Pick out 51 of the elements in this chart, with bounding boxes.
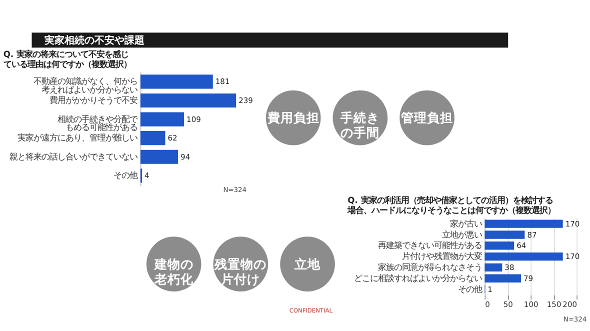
y-tick-label: 再建築できない可能性がある xyxy=(378,240,482,250)
y-tick-label: その他 xyxy=(458,284,482,294)
x-tick-label: 50 xyxy=(503,300,514,310)
data-label: 62 xyxy=(168,134,178,143)
bar xyxy=(484,274,522,282)
data-label: 170 xyxy=(565,219,580,228)
y-tick-label: 家族の同意が得られなさそう xyxy=(378,262,482,272)
bar xyxy=(484,220,563,228)
y-tick-label: 立地が悪い xyxy=(442,229,482,240)
y-tick-label: 実家が遠方にあり、管理が難しい xyxy=(17,132,138,143)
y-tick-label: どこに相談すればよいか分からない xyxy=(354,272,482,283)
y-tick-label: 家が古い xyxy=(450,218,482,228)
chart-title: Q. 実家の利活用（売却や借家としての活用）を検討する場合、ハードルになりそうなことは何ですか（複数選択） xyxy=(346,195,556,216)
data-label: 239 xyxy=(238,96,254,106)
data-label: 64 xyxy=(516,241,526,250)
data-label: 38 xyxy=(504,262,514,272)
text: 管理負担 xyxy=(400,110,454,126)
data-label: 4 xyxy=(144,171,150,180)
bar xyxy=(484,230,525,239)
y-tick-label: その他 xyxy=(113,170,138,180)
y-tick-label: 親と将来の話し合いができていない xyxy=(9,151,138,162)
data-label: 94 xyxy=(180,152,190,162)
data-label: 109 xyxy=(186,114,202,124)
data-label: 79 xyxy=(524,274,534,283)
bar xyxy=(140,93,236,108)
bar xyxy=(140,150,178,164)
bar xyxy=(140,112,184,126)
text: 建物の老朽化 xyxy=(153,256,194,286)
text: 残置物の片付け xyxy=(214,256,267,286)
data-label: 181 xyxy=(215,77,230,86)
y-tick-label: 相続の手続きや分配でもめる可能性がある xyxy=(57,114,138,132)
bar xyxy=(140,131,166,146)
x-tick-label: 100 xyxy=(524,300,538,310)
text: 手続きの手間 xyxy=(340,110,380,140)
x-tick-label: 200 xyxy=(562,300,578,310)
data-label: 170 xyxy=(565,252,580,262)
y-tick-label: 費用がかかりそうで不安 xyxy=(49,95,138,106)
x-tick-label: 0 xyxy=(485,300,490,310)
bar xyxy=(484,242,514,250)
y-tick-label: 片付けや残置物が大変 xyxy=(402,251,482,262)
bar xyxy=(484,263,502,272)
text: 実家相続の不安や課題 xyxy=(43,34,144,46)
text: 費用負担 xyxy=(266,110,320,126)
bar xyxy=(140,74,213,89)
bar xyxy=(484,252,563,261)
text: Q. 実家の将来について不安を感じている理由は何ですか（複数選択） xyxy=(3,48,132,69)
data-label: 1 xyxy=(488,284,493,294)
x-tick-label: 150 xyxy=(546,300,562,310)
text: 立地 xyxy=(294,256,322,272)
data-label: 87 xyxy=(527,230,537,240)
y-tick-label: 不動産の知識がなく、何から考えればよいか分からない xyxy=(33,76,138,95)
